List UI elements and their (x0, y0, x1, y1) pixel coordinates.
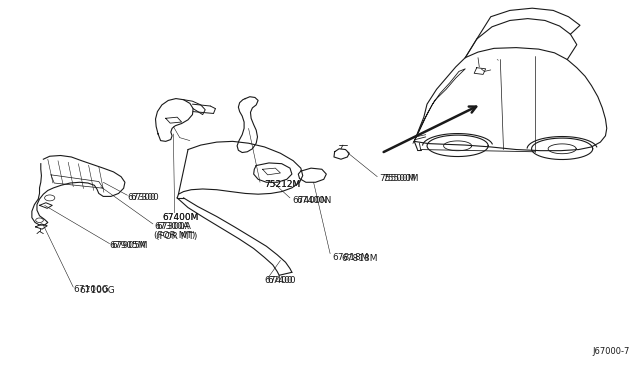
Text: 75500M: 75500M (380, 174, 416, 183)
Text: 67100G: 67100G (79, 286, 115, 295)
Text: 67400: 67400 (268, 276, 296, 285)
Text: 67300: 67300 (131, 193, 159, 202)
Text: 67300: 67300 (127, 193, 156, 202)
Text: (FOR MT): (FOR MT) (154, 231, 196, 240)
Text: 67905M: 67905M (109, 241, 146, 250)
Text: 67905M: 67905M (111, 241, 148, 250)
Text: 75500M: 75500M (383, 174, 419, 183)
Text: 67818M: 67818M (341, 254, 378, 263)
Text: 67100G: 67100G (74, 285, 109, 294)
Text: (FOR MT): (FOR MT) (156, 232, 198, 241)
Text: 75212M: 75212M (264, 180, 301, 189)
Text: 67400M: 67400M (163, 213, 199, 222)
Text: 67400: 67400 (264, 276, 293, 285)
Text: 67400N: 67400N (296, 196, 332, 205)
Text: 75212M: 75212M (264, 180, 301, 189)
Text: 67400N: 67400N (292, 196, 327, 205)
Text: 67300A: 67300A (154, 222, 189, 231)
Text: 67300A: 67300A (156, 222, 191, 231)
Text: 67818M: 67818M (333, 253, 369, 262)
Text: 67400M: 67400M (163, 213, 199, 222)
Text: J67000-7: J67000-7 (593, 347, 630, 356)
